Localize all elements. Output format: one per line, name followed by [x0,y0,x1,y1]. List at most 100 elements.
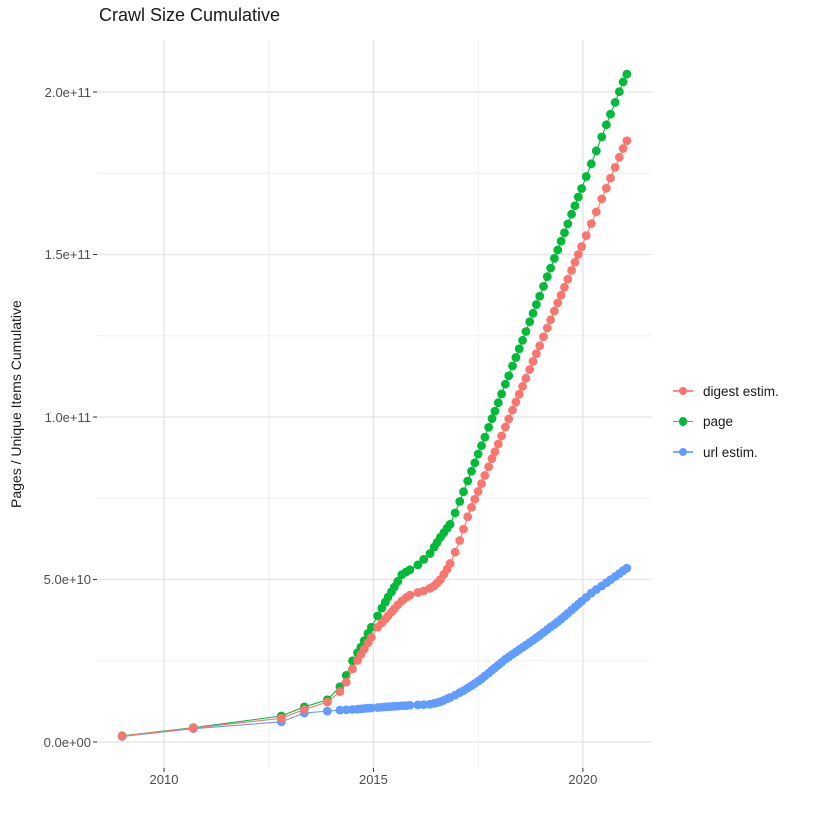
legend-label: page [703,414,734,429]
data-point [606,173,615,183]
data-point [393,577,403,586]
data-point [470,458,480,468]
data-point [188,723,198,733]
data-point [341,705,351,715]
data-point [405,565,415,575]
data-point [508,405,517,415]
data-point [335,705,345,715]
data-point [500,379,510,389]
legend-key-url-icon [671,440,695,464]
chart-title: Crawl Size Cumulative [99,5,281,25]
data-point [556,236,566,246]
data-point [581,172,591,181]
data-point [487,454,497,463]
data-point [601,183,611,193]
data-point [487,414,497,424]
legend-label: digest estim. [703,383,779,399]
data-point [531,349,541,359]
data-point [581,231,591,241]
y-tick-label: 5.0e+10 [43,572,91,587]
data-point [117,731,127,741]
data-point [610,98,620,107]
data-point [470,494,480,504]
data-point [500,422,510,432]
data-point [477,479,486,489]
data-point [405,590,415,600]
data-point [413,560,423,570]
data-point [614,152,624,162]
data-point [573,250,583,259]
data-point [542,323,552,333]
x-tick-label: 2010 [149,772,179,787]
legend-key-page-icon [671,410,695,434]
data-point [445,559,455,568]
data-point [299,705,309,714]
data-point [550,254,559,263]
data-point [490,406,500,416]
data-point [542,272,552,281]
data-point [614,87,624,97]
data-point [405,700,415,710]
data-point [550,306,559,316]
y-tick-label: 1.5e+11 [44,247,91,262]
data-point [341,677,351,687]
data-point [539,281,548,291]
data-point [521,327,531,336]
data-point [606,109,615,119]
legend: digest estim. page url estim. [671,379,779,471]
data-point [276,713,286,723]
data-point [366,622,376,632]
data-point [535,341,545,351]
legend-item: url estim. [671,440,779,464]
data-point [493,398,503,408]
legend-key-digest-icon [671,379,695,403]
data-point [493,439,503,449]
data-point [490,447,500,457]
data-point [553,298,563,308]
x-tick-label: 2015 [358,772,388,787]
data-point [563,274,573,284]
data-point [450,547,460,557]
data-point [463,476,473,486]
data-point [622,69,632,79]
data-point [553,245,563,255]
data-point [425,549,435,558]
data-point [586,219,596,229]
data-point [497,389,507,399]
data-point [467,502,476,512]
data-point [348,664,357,674]
series-line [122,140,628,737]
data-point [560,228,569,238]
data-point [480,471,490,480]
data-point [539,332,548,342]
data-point [525,365,535,374]
data-point [459,487,468,497]
legend-item: page [671,410,779,434]
x-tick-label: 2020 [568,772,598,787]
data-point [546,263,556,273]
data-point [528,357,538,366]
data-point [463,512,473,522]
data-point [535,291,545,301]
series-line [122,567,628,738]
data-point [570,201,580,211]
data-point [528,308,538,318]
data-point [455,497,465,506]
data-point [445,519,455,529]
data-point [518,335,527,345]
data-point [511,353,521,362]
data-point [525,317,535,327]
y-tick-label: 2.0e+11 [44,84,91,100]
data-point [480,432,490,442]
legend-item: digest estim. [671,379,779,403]
data-point [459,524,468,534]
data-point [577,184,587,193]
data-point [504,371,514,381]
data-point [560,282,569,292]
data-point [514,344,524,354]
data-point [622,563,632,573]
data-point [591,207,601,217]
y-tick-label: 0.0e+00 [43,734,91,750]
data-point [322,706,332,716]
data-point [473,487,483,496]
